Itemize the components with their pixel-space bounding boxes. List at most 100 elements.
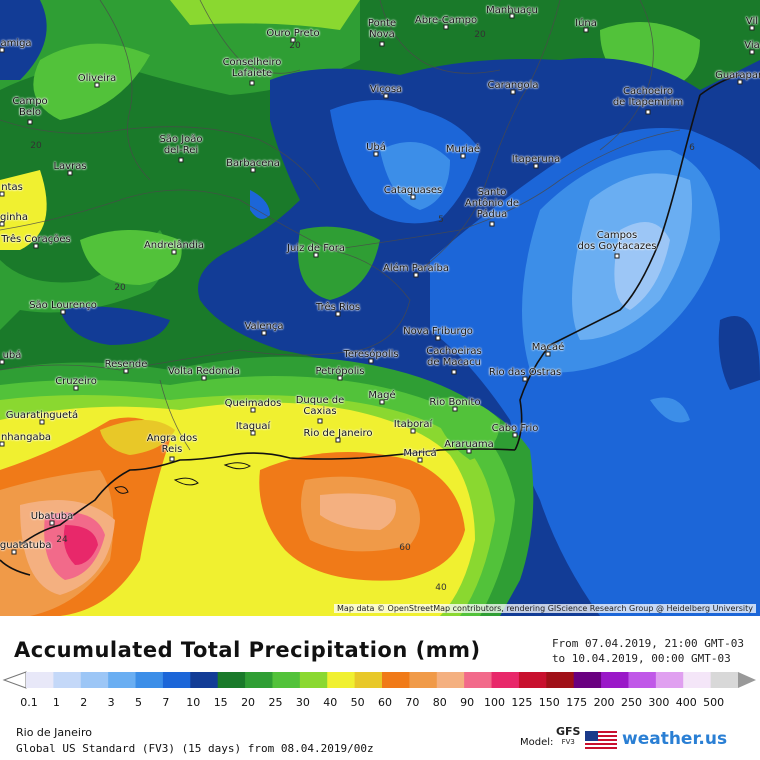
city-marker (509, 13, 515, 19)
colorbar-tick-label: 125 (511, 696, 533, 709)
city-marker (73, 385, 79, 391)
contour-label: 24 (56, 535, 68, 545)
city-label: Guarapari (715, 70, 760, 81)
city-label: Rio Bonito (429, 397, 481, 408)
city-marker (443, 24, 449, 30)
contour-label: 20 (30, 141, 42, 151)
city-label: Via (744, 40, 760, 51)
city-label: Ubá (366, 142, 386, 153)
colorbar-tick-label: 3 (107, 696, 115, 709)
colorbar-tick-label: 50 (350, 696, 365, 709)
city-marker (11, 549, 17, 555)
colorbar-swatch (26, 672, 54, 688)
colorbar-swatch (135, 672, 164, 688)
city-label: Magé (368, 390, 396, 401)
city-label: Teresópolis (343, 349, 399, 360)
city-marker (123, 368, 129, 374)
city-marker (510, 89, 516, 95)
city-label: Valença (244, 321, 284, 332)
model-sub: FV3 (561, 738, 575, 746)
contour-label: 60 (399, 543, 411, 553)
city-label: Juiz de Fora (287, 243, 345, 254)
colorbar-tick-label: 30 (295, 696, 310, 709)
colorbar-tick-label: 150 (538, 696, 560, 709)
city-label: ubá (2, 350, 22, 361)
city-marker (250, 407, 256, 413)
city-marker (466, 448, 472, 454)
city-label: Muriaé (445, 144, 481, 155)
colorbar-tick-label: 7 (162, 696, 170, 709)
colorbar-tick-label: 300 (648, 696, 670, 709)
city-marker (413, 272, 419, 278)
city-marker (261, 330, 267, 336)
colorbar-swatch (546, 672, 575, 688)
period-from: From 07.04.2019, 21:00 GMT-03 (551, 637, 744, 650)
city-marker (0, 359, 5, 365)
city-marker (417, 457, 423, 463)
city-label: Abre-Campo (414, 15, 478, 26)
precipitation-field (0, 0, 760, 616)
city-marker (33, 243, 39, 249)
colorbar-tick-label: 500 (703, 696, 725, 709)
city-marker (67, 170, 73, 176)
city-label: Cruzeiro (55, 376, 97, 387)
colorbar-swatch (409, 672, 438, 688)
colorbar-tick-label: 60 (378, 696, 392, 709)
city-label: amiga (0, 38, 32, 49)
colorbar-swatch (573, 672, 602, 688)
city-marker (435, 335, 441, 341)
city-marker (39, 419, 45, 425)
colorbar-tick-label: 80 (432, 696, 447, 709)
city-marker (250, 430, 256, 436)
contour-label: 5 (438, 215, 444, 225)
city-marker (171, 249, 177, 255)
colorbar-swatch (518, 672, 547, 688)
city-label: Cachoeiro de Itapemirim (612, 86, 684, 108)
colorbar-tick-label: 25 (268, 696, 283, 709)
region-name: Rio de Janeiro (16, 726, 92, 739)
city-label: nhangaba (0, 432, 52, 443)
colorbar-tick-label: 1 (52, 696, 60, 709)
city-label: Três Rios (315, 302, 361, 313)
city-marker (452, 406, 458, 412)
city-marker (749, 25, 755, 31)
city-label: Maricá (403, 448, 437, 459)
city-marker (410, 428, 416, 434)
colorbar-swatch (162, 672, 191, 688)
precipitation-map[interactable]: Ouro Preto Ponte Nova Abre-Campo Manhuaçu Iú… (0, 0, 760, 616)
weather-us-logo[interactable]: weather.us (622, 729, 728, 749)
map-attribution[interactable]: Map data © OpenStreetMap contributors, r… (334, 604, 756, 613)
chart-title: Accumulated Total Precipitation (mm) (14, 638, 481, 662)
city-label: Além Paraíba (383, 263, 449, 274)
city-marker (337, 375, 343, 381)
city-label: São Lourenço (29, 300, 97, 311)
city-marker (379, 41, 385, 47)
colorbar-tick-label: 20 (241, 696, 256, 709)
colorbar-swatch (628, 672, 657, 688)
colorbar-swatch (80, 672, 109, 688)
city-marker (522, 376, 528, 382)
city-marker (749, 49, 755, 55)
city-label: Campo Belo (12, 96, 48, 118)
city-label: Campos dos Goytacazes (577, 230, 657, 252)
period-to: to 10.04.2019, 00:00 GMT-03 (551, 652, 731, 665)
city-marker (0, 47, 5, 53)
contour-label: 6 (689, 143, 695, 153)
city-label: Manhuaçu (486, 5, 538, 16)
city-label: Lavras (53, 161, 87, 172)
city-marker (250, 167, 256, 173)
city-label: Ouro Preto (266, 28, 320, 39)
colorbar-tick-label: 40 (323, 696, 338, 709)
city-marker (49, 520, 55, 526)
contour-label: 20 (289, 41, 301, 51)
city-marker (249, 80, 255, 86)
city-label: Nova Friburgo (403, 326, 473, 337)
city-marker (614, 253, 620, 259)
city-label: Iúna (575, 18, 597, 29)
colorbar-min-arrow (2, 671, 27, 689)
city-label: Três Corações (1, 234, 71, 245)
city-label: Resende (104, 359, 148, 370)
contour-label: 20 (474, 30, 486, 40)
city-label: Araruama (444, 439, 494, 450)
colorbar-swatch (190, 672, 219, 688)
